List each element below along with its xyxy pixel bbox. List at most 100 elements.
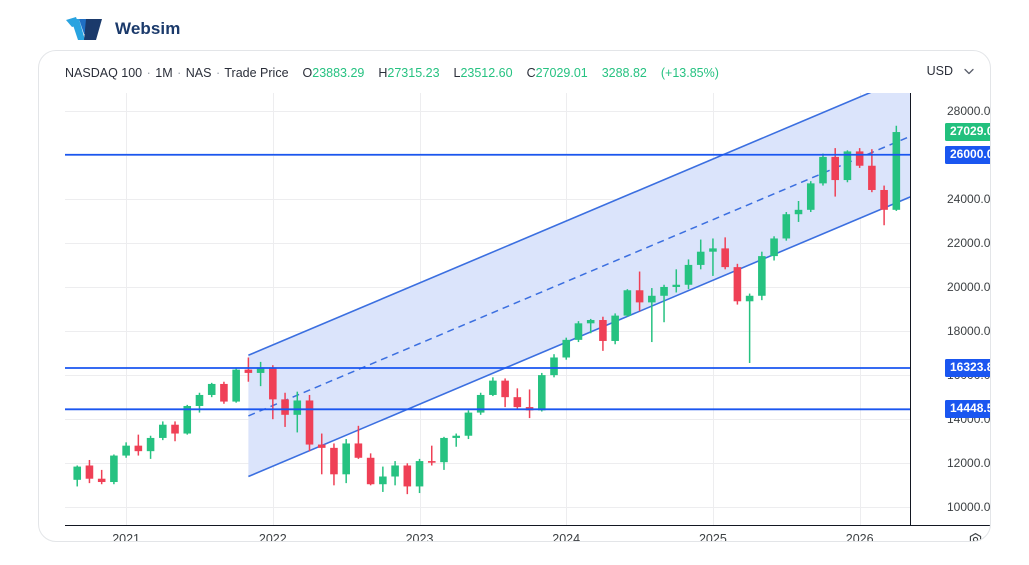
candle-body [220, 383, 228, 402]
time-axis-label: 2025 [698, 532, 727, 542]
chevron-down-icon[interactable] [964, 68, 974, 75]
candle-body [721, 248, 729, 268]
candle-body [501, 380, 509, 398]
channel-upper-border[interactable] [248, 93, 911, 357]
candle-body [73, 466, 82, 480]
candle-body [855, 151, 864, 166]
legend-sep-3: · [215, 66, 221, 80]
last-price-badge[interactable]: 27029.01 [945, 123, 990, 141]
candle-body [574, 323, 583, 340]
candle-body [391, 465, 399, 477]
candle-body [269, 367, 277, 400]
legend-interval[interactable]: 1M [155, 66, 173, 80]
time-axis-label: 2021 [112, 532, 140, 542]
candle-body [831, 156, 839, 181]
legend-symbol[interactable]: NASDAQ 100 [65, 66, 143, 80]
gridline [65, 419, 911, 421]
candle-body [464, 412, 473, 436]
price-axis-label: 20000.00 [947, 280, 991, 294]
legend-close-key: C [526, 66, 536, 80]
candle-body [232, 369, 240, 402]
candle-body [489, 380, 497, 395]
legend-change-pct: (+13.85%) [660, 66, 719, 80]
candle-body [366, 457, 375, 485]
price-axis-label: 10000.00 [947, 500, 991, 515]
price-lines-layer[interactable] [65, 93, 911, 525]
price-line-badge[interactable]: 26000.00 [945, 145, 990, 164]
price-axis[interactable] [911, 93, 947, 525]
candle-body [819, 156, 827, 184]
candlestick-series [73, 125, 901, 495]
gridline-vertical [272, 93, 274, 525]
legend-sep-2: · [177, 66, 182, 80]
price-line-badge[interactable]: 14448.52 [945, 400, 990, 419]
candle-body [171, 424, 179, 434]
websim-brand-name: Websim [115, 19, 181, 38]
gear-hex-icon[interactable] [961, 530, 989, 541]
candle-body [207, 383, 216, 395]
candle-body [806, 183, 815, 210]
chart-plot-area[interactable] [65, 93, 911, 525]
time-axis-label: 2024 [552, 532, 581, 542]
legend-exchange: NAS [185, 66, 212, 80]
websim-w-logo-icon [64, 14, 106, 44]
price-axis-label: 28000.00 [947, 103, 991, 118]
time-axis-divider [65, 525, 990, 526]
legend-low-value: 23512.60 [460, 66, 513, 80]
candle-body [623, 290, 632, 316]
time-axis-label: 2022 [258, 532, 287, 542]
candle-body [427, 461, 436, 463]
currency-selector[interactable]: USD [927, 64, 974, 78]
price-line-badge[interactable]: 16323.83 [945, 359, 990, 377]
candle-body [672, 284, 681, 287]
candle-body [134, 445, 143, 452]
candle-body [550, 357, 558, 376]
candle-body [183, 405, 192, 434]
gridline [65, 463, 911, 465]
price-axis-divider [910, 93, 911, 525]
legend-low-key: L [453, 66, 461, 80]
candle-body [648, 295, 656, 303]
candle-body [415, 461, 424, 487]
candle-body [513, 397, 522, 408]
candle-body [538, 375, 546, 411]
candle-body [110, 455, 118, 483]
candle-body [244, 369, 253, 373]
candle-body [146, 437, 155, 452]
time-axis-label: 2023 [405, 532, 434, 542]
gridline [65, 242, 911, 244]
legend-open-value: 23883.29 [312, 66, 365, 80]
candle-body [256, 367, 265, 373]
candle-body [770, 238, 778, 257]
candle-body [476, 394, 485, 413]
websim-brand: Websim [64, 14, 180, 44]
candle-body [599, 320, 607, 341]
candle-body [794, 209, 803, 215]
price-axis-label: 18000.00 [947, 324, 991, 338]
gridline-vertical [859, 93, 861, 525]
candle-body [611, 315, 619, 341]
candle-body [745, 295, 754, 302]
chart-legend[interactable]: NASDAQ 100 · 1M · NAS · Trade Price O238… [65, 65, 719, 81]
legend-open-key: O [302, 66, 313, 80]
candle-body [281, 399, 289, 415]
candle-body [892, 132, 901, 210]
candle-body [354, 443, 363, 458]
candle-body [843, 151, 852, 181]
candle-body [403, 465, 412, 487]
candle-body [586, 320, 595, 324]
candle-body [195, 394, 204, 406]
candle-body [635, 290, 644, 303]
candle-body [330, 447, 338, 475]
candle-body [709, 248, 717, 252]
price-axis-label: 22000.00 [947, 235, 991, 250]
chart-card: NASDAQ 100 · 1M · NAS · Trade Price O238… [38, 50, 991, 542]
candle-body [696, 251, 705, 265]
channel-fill[interactable] [248, 93, 911, 477]
candle-body [733, 267, 742, 302]
candle-body [159, 424, 167, 438]
candle-body [293, 400, 302, 415]
legend-sep-1: · [146, 66, 151, 80]
candle-body [317, 444, 326, 448]
